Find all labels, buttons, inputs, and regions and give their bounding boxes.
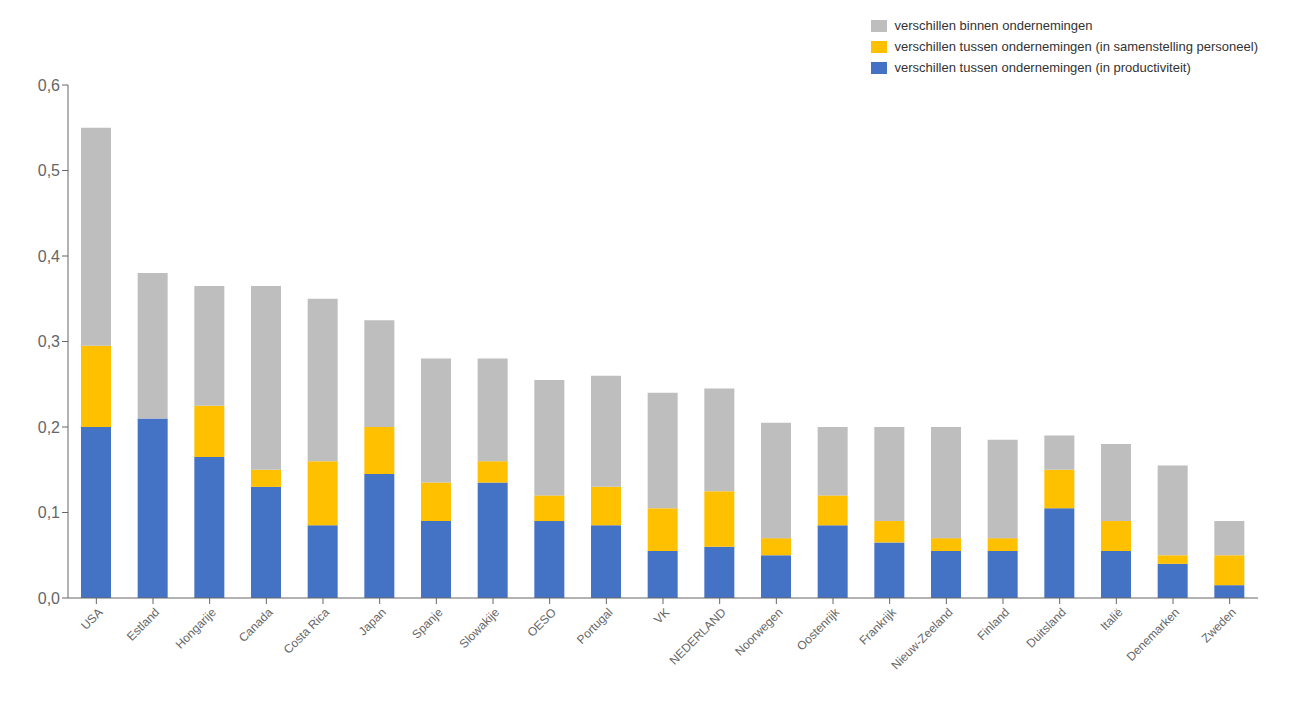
svg-text:Canada: Canada — [236, 605, 276, 645]
svg-text:Estland: Estland — [124, 605, 162, 643]
svg-text:NEDERLAND: NEDERLAND — [667, 605, 729, 667]
svg-text:Hongarije: Hongarije — [173, 605, 219, 651]
svg-text:Slowakije: Slowakije — [456, 605, 502, 651]
svg-text:Costa Rica: Costa Rica — [281, 605, 333, 657]
svg-text:Japan: Japan — [356, 605, 389, 638]
svg-text:VK: VK — [651, 605, 672, 626]
svg-text:Zweden: Zweden — [1199, 605, 1239, 645]
svg-text:0,6: 0,6 — [38, 77, 60, 94]
svg-text:Noorwegen: Noorwegen — [732, 605, 785, 658]
html-text:verschillen tussen onderneming: verschillen tussen ondernemingen (in sam… — [894, 39, 1258, 54]
svg-text:Nieuw-Zeeland: Nieuw-Zeeland — [889, 605, 956, 672]
svg-text:0,1: 0,1 — [38, 504, 60, 521]
html-text:verschillen binnen onderneming: verschillen binnen ondernemingen — [894, 18, 1093, 33]
svg-text:Portugal: Portugal — [574, 605, 616, 647]
svg-text:Oostenrijk: Oostenrijk — [794, 605, 843, 654]
svg-text:0,3: 0,3 — [38, 333, 60, 350]
svg-text:Denemarken: Denemarken — [1124, 605, 1182, 663]
svg-text:USA: USA — [78, 605, 105, 632]
svg-text:0,2: 0,2 — [38, 419, 60, 436]
svg-text:Italië: Italië — [1098, 605, 1126, 633]
svg-text:Finland: Finland — [974, 605, 1012, 643]
svg-text:Spanje: Spanje — [409, 605, 446, 642]
svg-text:0,5: 0,5 — [38, 162, 60, 179]
svg-text:OESO: OESO — [524, 605, 558, 639]
svg-text:Frankrijk: Frankrijk — [856, 605, 899, 648]
html-text:verschillen tussen onderneming: verschillen tussen ondernemingen (in pro… — [894, 60, 1191, 75]
svg-text:0,0: 0,0 — [38, 590, 60, 607]
svg-text:Duitsland: Duitsland — [1024, 605, 1069, 650]
svg-text:0,4: 0,4 — [38, 248, 60, 265]
